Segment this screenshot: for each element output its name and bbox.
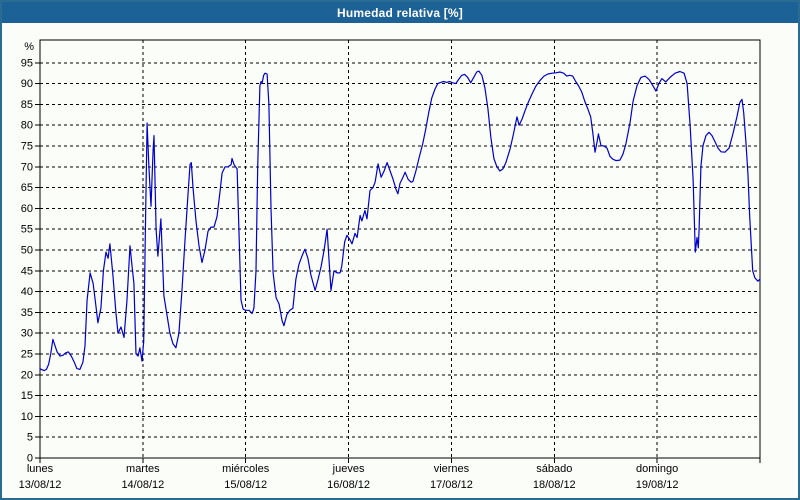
humidity-line <box>39 70 761 372</box>
y-axis-unit-label: % <box>24 41 34 53</box>
y-tick-label: 30 <box>21 328 33 340</box>
day-date-label: 13/08/12 <box>19 479 62 491</box>
day-date-label: 19/08/12 <box>636 479 679 491</box>
y-tick-label: 75 <box>21 141 33 153</box>
day-date-label: 15/08/12 <box>224 479 267 491</box>
y-tick-label: 10 <box>21 411 33 423</box>
y-tick-label: 25 <box>21 349 33 361</box>
y-tick-label: 60 <box>21 203 33 215</box>
day-name-label: domingo <box>636 463 678 475</box>
y-tick-label: 90 <box>21 78 33 90</box>
y-tick-label: 40 <box>21 286 33 298</box>
y-tick-label: 65 <box>21 182 33 194</box>
plot-border <box>39 39 761 459</box>
y-tick-label: 15 <box>21 390 33 402</box>
y-tick-label: 45 <box>21 265 33 277</box>
y-tick-label: 70 <box>21 161 33 173</box>
day-date-label: 14/08/12 <box>121 479 164 491</box>
y-tick-label: 5 <box>27 432 33 444</box>
y-tick-label: 50 <box>21 245 33 257</box>
day-name-label: martes <box>126 463 160 475</box>
y-tick-label: 80 <box>21 120 33 132</box>
y-tick-label: 95 <box>21 57 33 69</box>
day-name-label: sábado <box>536 463 572 475</box>
titlebar: Humedad relativa [%] <box>2 2 798 23</box>
day-date-label: 16/08/12 <box>327 479 370 491</box>
y-tick-label: 55 <box>21 224 33 236</box>
day-name-label: jueves <box>332 463 365 475</box>
day-date-label: 17/08/12 <box>430 479 473 491</box>
window-title: Humedad relativa [%] <box>336 5 464 20</box>
y-tick-label: 85 <box>21 99 33 111</box>
day-name-label: viernes <box>434 463 470 475</box>
y-tick-label: 20 <box>21 369 33 381</box>
day-date-label: 18/08/12 <box>533 479 576 491</box>
y-tick-label: 0 <box>27 453 33 465</box>
day-name-label: miércoles <box>222 463 270 475</box>
y-tick-label: 35 <box>21 307 33 319</box>
day-name-label: lunes <box>27 463 54 475</box>
